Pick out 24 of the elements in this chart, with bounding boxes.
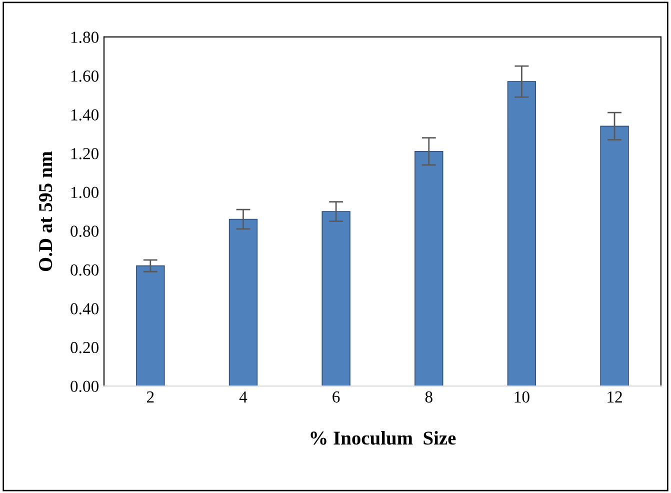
x-tick-label: 6: [332, 391, 340, 403]
y-axis-title: O.D at 595 nm: [39, 151, 52, 272]
bar: [136, 265, 165, 386]
bar: [228, 218, 258, 386]
y-tick-label: 0.00: [70, 380, 99, 392]
bar: [414, 150, 444, 386]
y-tick-label: 0.60: [70, 264, 99, 276]
x-tick-label: 10: [514, 391, 530, 403]
x-tick-label: 2: [146, 391, 154, 402]
x-axis-title: % Inoculum Size: [310, 430, 456, 445]
y-tick-label: 1.80: [71, 32, 99, 43]
y-tick-label: 0.80: [70, 226, 99, 237]
x-tick-label: 8: [425, 391, 432, 403]
bar: [322, 211, 350, 386]
x-tick-label: 12: [608, 391, 622, 402]
y-tick-label: 0.20: [70, 342, 99, 354]
y-tick-label: 0.40: [70, 303, 99, 314]
y-tick-label: 1.40: [71, 109, 99, 121]
bar: [507, 81, 536, 386]
x-tick-label: 4: [239, 391, 248, 402]
y-tick-label: 1.00: [71, 186, 99, 198]
y-tick-label: 1.20: [71, 148, 99, 160]
bar: [600, 126, 629, 386]
y-tick-label: 1.60: [71, 70, 99, 82]
